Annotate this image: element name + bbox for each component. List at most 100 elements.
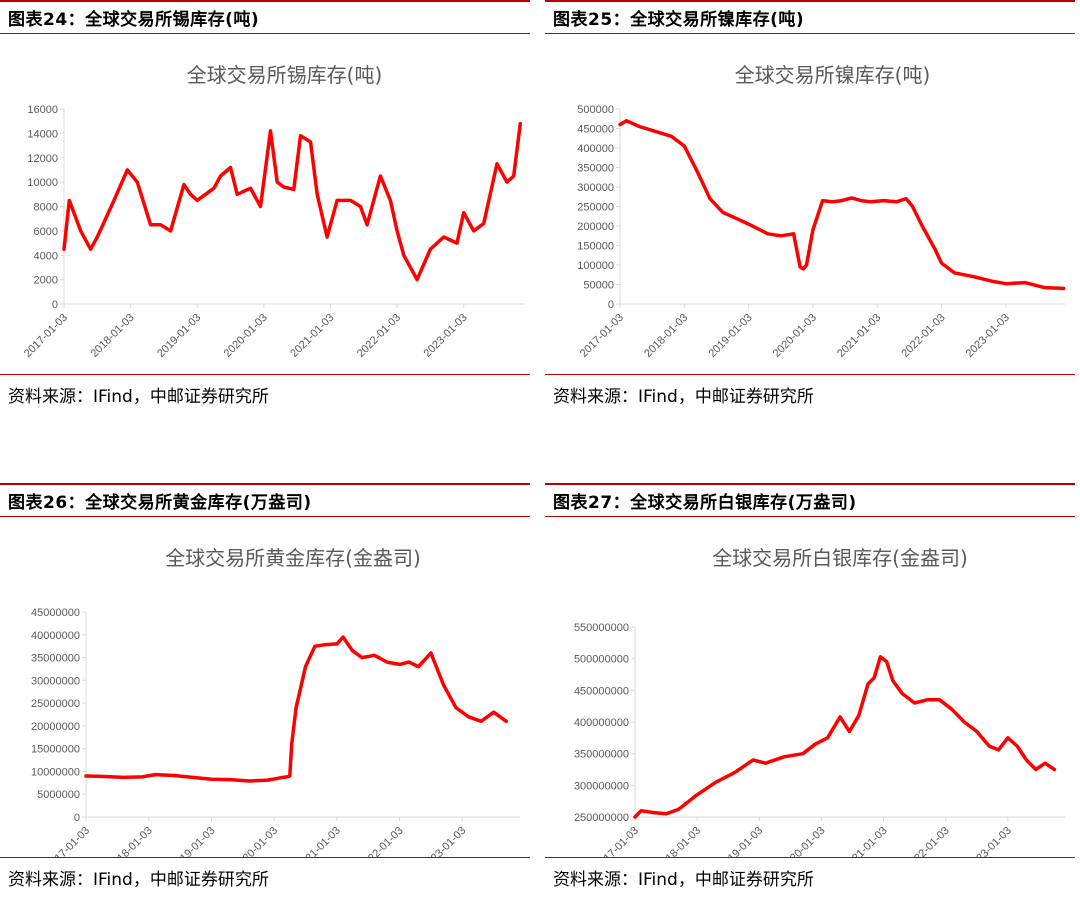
source-note: 资料来源：IFind，中邮证券研究所	[0, 374, 530, 414]
series-line	[62, 121, 523, 282]
series-line	[618, 118, 1066, 291]
source-note: 资料来源：IFind，中邮证券研究所	[0, 857, 530, 897]
y-tick-label: 6000	[34, 226, 58, 238]
y-tick-label: 300000000	[574, 780, 629, 792]
y-tick-label: 300000	[577, 182, 614, 194]
x-tick-label: 2019-01-03	[717, 825, 765, 857]
series-line	[633, 655, 1057, 819]
x-tick-label: 2020-01-03	[222, 312, 270, 360]
y-tick-label: 16000	[27, 104, 58, 116]
source-text: 资料来源：IFind，中邮证券研究所	[553, 387, 814, 407]
panel-tin: 图表24：全球交易所锡库存(吨) 全球交易所锡库存(吨) 0 2000 4000 600…	[0, 0, 530, 414]
y-tick-label: 350000	[577, 163, 614, 175]
x-tick-label: 2018-01-03	[642, 312, 690, 360]
chart-gold: 全球交易所黄金库存(金盎司) 0 5000000 10000000 15000000 20…	[0, 517, 530, 857]
y-tick-label: 500000	[577, 104, 614, 116]
y-tick-label: 200000	[577, 221, 614, 233]
x-tick-label: 2021-01-03	[841, 825, 889, 857]
x-tick-label: 2019-01-03	[169, 825, 217, 857]
x-tick-label: 2019-01-03	[706, 312, 754, 360]
x-tick-label: 2023-01-03	[422, 312, 470, 360]
x-tick-label: 2018-01-03	[107, 825, 155, 857]
heading-text: 图表24：全球交易所锡库存(吨)	[8, 10, 260, 30]
x-tick-label: 2020-01-03	[779, 825, 827, 857]
y-tick-label: 10000	[27, 177, 58, 189]
chart-svg-tin: 全球交易所锡库存(吨) 0 2000 4000 6000 8000 10000 12000 14…	[22, 63, 525, 360]
chart-silver: 全球交易所白银库存(金盎司) 250000000 300000000 35000000…	[545, 517, 1075, 857]
chart-svg-nickel: 全球交易所镍库存(吨) 0 50000 100000 150000 200000 25000…	[577, 63, 1066, 360]
series-line	[84, 635, 508, 783]
x-tick-label: 2021-01-03	[295, 825, 343, 857]
chart-svg-gold: 全球交易所黄金库存(金盎司) 0 5000000 10000000 15000000 20…	[31, 546, 520, 857]
x-tick-label: 2023-01-03	[964, 312, 1012, 360]
y-tick-label: 250000	[577, 202, 614, 214]
source-text: 资料来源：IFind，中邮证券研究所	[8, 870, 269, 890]
x-tick-label: 2023-01-03	[966, 825, 1014, 857]
source-text: 资料来源：IFind，中邮证券研究所	[553, 870, 814, 890]
y-tick-label: 15000000	[31, 744, 80, 756]
x-tick-label: 2019-01-03	[155, 312, 203, 360]
heading-text: 图表27：全球交易所白银库存(万盎司)	[553, 493, 857, 513]
y-tick-label: 0	[608, 299, 614, 311]
x-tick-label: 2021-01-03	[288, 312, 336, 360]
chart-title: 全球交易所锡库存(吨)	[187, 63, 383, 87]
y-tick-label: 0	[52, 299, 58, 311]
y-tick-label: 8000	[34, 202, 58, 214]
y-tick-label: 500000000	[574, 654, 629, 666]
x-tick-label: 2023-01-03	[420, 825, 468, 857]
x-tick-label: 2022-01-03	[899, 312, 947, 360]
x-tick-label: 2017-01-03	[44, 825, 92, 857]
source-note: 资料来源：IFind，中邮证券研究所	[545, 374, 1075, 414]
y-tick-label: 100000	[577, 260, 614, 272]
y-tick-label: 10000000	[31, 766, 80, 778]
source-note: 资料来源：IFind，中邮证券研究所	[545, 857, 1075, 897]
y-tick-label: 2000	[34, 275, 58, 287]
x-tick-label: 2018-01-03	[655, 825, 703, 857]
y-tick-label: 12000	[27, 153, 58, 165]
heading-text: 图表25：全球交易所镍库存(吨)	[553, 10, 805, 30]
y-tick-label: 0	[74, 812, 80, 824]
chart-svg-silver: 全球交易所白银库存(金盎司) 250000000 300000000 35000000…	[574, 546, 1065, 857]
panel-heading: 图表24：全球交易所锡库存(吨)	[0, 0, 530, 34]
y-tick-label: 150000	[577, 241, 614, 253]
panel-silver: 图表27：全球交易所白银库存(万盎司) 全球交易所白银库存(金盎司) 250000…	[545, 483, 1075, 897]
x-tick-label: 2022-01-03	[357, 825, 405, 857]
heading-text: 图表26：全球交易所黄金库存(万盎司)	[8, 493, 312, 513]
x-tick-label: 2018-01-03	[88, 312, 136, 360]
y-tick-label: 50000	[583, 280, 614, 292]
y-tick-label: 45000000	[31, 607, 80, 619]
panel-heading: 图表25：全球交易所镍库存(吨)	[545, 0, 1075, 34]
x-tick-label: 2021-01-03	[835, 312, 883, 360]
y-tick-label: 14000	[27, 128, 58, 140]
x-tick-label: 2022-01-03	[355, 312, 403, 360]
y-tick-label: 450000	[577, 124, 614, 136]
panel-gold: 图表26：全球交易所黄金库存(万盎司) 全球交易所黄金库存(金盎司) 0 50000…	[0, 483, 530, 897]
x-tick-label: 2020-01-03	[771, 312, 819, 360]
x-tick-label: 2017-01-03	[22, 312, 70, 360]
panel-heading: 图表26：全球交易所黄金库存(万盎司)	[0, 483, 530, 517]
panel-nickel: 图表25：全球交易所镍库存(吨) 全球交易所镍库存(吨) 0 50000 100000…	[545, 0, 1075, 414]
y-tick-label: 400000	[577, 143, 614, 155]
x-tick-label: 2022-01-03	[904, 825, 952, 857]
y-tick-label: 550000000	[574, 622, 629, 634]
x-tick-label: 2017-01-03	[593, 825, 641, 857]
y-tick-label: 35000000	[31, 653, 80, 665]
x-tick-label: 2017-01-03	[578, 312, 626, 360]
y-tick-label: 400000000	[574, 717, 629, 729]
y-tick-label: 30000000	[31, 675, 80, 687]
y-tick-label: 250000000	[574, 812, 629, 824]
chart-title: 全球交易所白银库存(金盎司)	[712, 546, 968, 570]
y-tick-label: 5000000	[37, 789, 80, 801]
source-text: 资料来源：IFind，中邮证券研究所	[8, 387, 269, 407]
y-tick-label: 25000000	[31, 698, 80, 710]
chart-title: 全球交易所黄金库存(金盎司)	[165, 546, 421, 570]
y-tick-label: 4000	[34, 250, 58, 262]
chart-title: 全球交易所镍库存(吨)	[735, 63, 931, 87]
y-tick-label: 20000000	[31, 721, 80, 733]
x-tick-label: 2020-01-03	[232, 825, 280, 857]
chart-tin: 全球交易所锡库存(吨) 0 2000 4000 6000 8000 10000 12000 14…	[0, 34, 530, 374]
y-tick-label: 350000000	[574, 749, 629, 761]
y-tick-label: 40000000	[31, 630, 80, 642]
chart-nickel: 全球交易所镍库存(吨) 0 50000 100000 150000 200000 25000…	[545, 34, 1075, 374]
y-tick-label: 450000000	[574, 685, 629, 697]
